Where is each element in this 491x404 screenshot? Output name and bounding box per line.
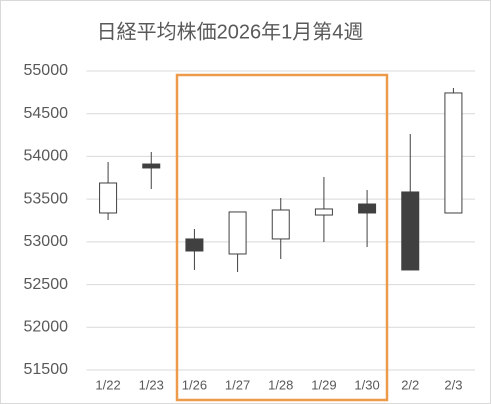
- x-tick-label: 1/23: [139, 377, 164, 392]
- candle-body: [444, 92, 463, 214]
- y-tick-label: 52500: [24, 276, 69, 293]
- x-tick-label: 2/3: [444, 377, 462, 392]
- candle-body: [185, 238, 204, 252]
- x-tick-label: 1/28: [268, 377, 293, 392]
- candle-body: [99, 182, 118, 214]
- y-tick-label: 53000: [24, 233, 69, 250]
- y-tick-label: 51500: [24, 361, 69, 378]
- x-tick-label: 2/2: [401, 377, 419, 392]
- x-tick-label: 1/29: [311, 377, 336, 392]
- y-tick-label: 52000: [24, 319, 69, 336]
- candle-body: [142, 163, 161, 169]
- candle-body: [228, 211, 247, 255]
- y-tick-label: 54000: [24, 148, 69, 165]
- x-tick-label: 1/27: [225, 377, 250, 392]
- candle-body: [271, 209, 290, 240]
- candle-body: [358, 203, 377, 214]
- x-tick-label: 1/26: [182, 377, 207, 392]
- candle-body: [314, 208, 333, 216]
- plot-area: 51500 52000 52500 53000 53500 54000 54500 55000…: [24, 62, 475, 392]
- candle-body: [401, 191, 420, 271]
- x-tick-label: 1/30: [354, 377, 379, 392]
- y-tick-label: 53500: [24, 190, 69, 207]
- y-tick-label: 54500: [24, 105, 69, 122]
- y-tick-label: 55000: [24, 62, 69, 79]
- chart-title: 日経平均株価2026年1月第4週: [97, 20, 364, 43]
- highlight-box: [175, 73, 389, 402]
- x-tick-label: 1/22: [95, 377, 120, 392]
